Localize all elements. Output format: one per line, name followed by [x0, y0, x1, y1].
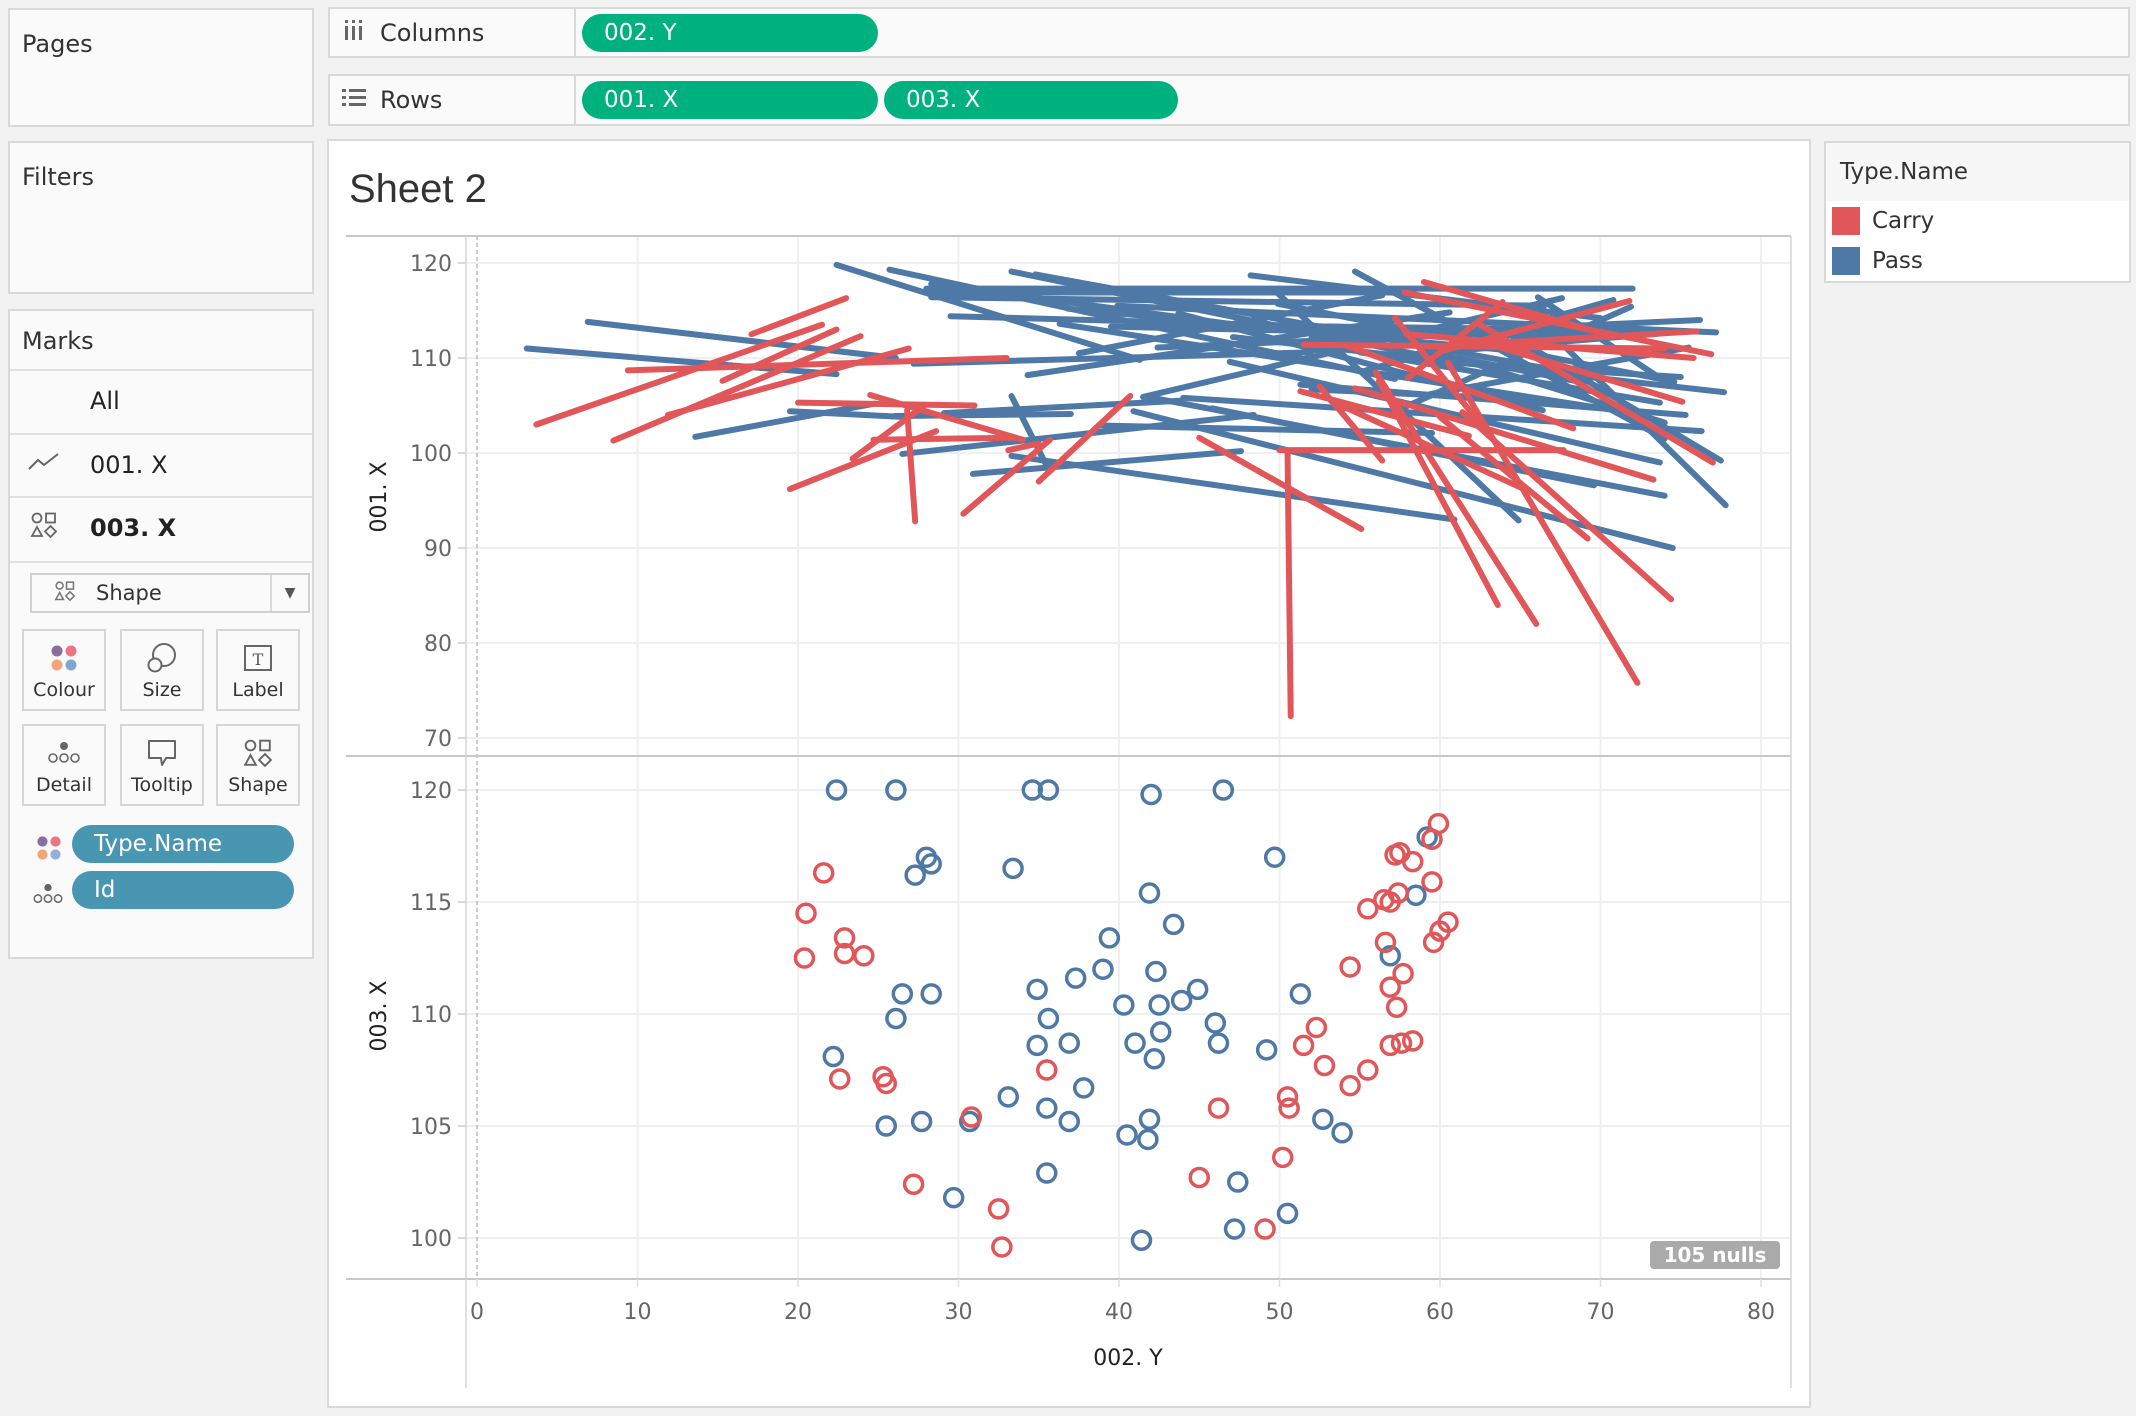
- filters-panel[interactable]: Filters: [8, 141, 314, 294]
- legend-label-pass: Pass: [1872, 248, 1923, 274]
- rows-shelf-label: Rows: [330, 76, 576, 124]
- tooltip-card[interactable]: Tooltip: [120, 724, 204, 806]
- shape-card-label: Shape: [218, 774, 298, 796]
- size-card[interactable]: Size: [120, 629, 204, 711]
- sheet-view: Sheet 2: [327, 139, 1811, 1408]
- mark-type-dropdown[interactable]: Shape ▼: [30, 573, 310, 613]
- tooltip-icon: [122, 736, 202, 770]
- tooltip-card-label: Tooltip: [122, 774, 202, 796]
- mark-type-value: Shape: [96, 581, 162, 605]
- colour-card[interactable]: Colour: [22, 629, 106, 711]
- marks-layer-label: 001. X: [90, 451, 168, 479]
- shape-card[interactable]: Shape: [216, 724, 300, 806]
- text-label-icon: T: [218, 641, 298, 675]
- marks-divider: [10, 561, 312, 563]
- chevron-down-icon[interactable]: ▼: [270, 575, 308, 611]
- marks-layer-label: 003. X: [90, 514, 176, 542]
- colour-icon: [36, 835, 62, 865]
- legend-label-carry: Carry: [1872, 208, 1934, 234]
- marks-title: Marks: [22, 327, 94, 355]
- columns-label: Columns: [380, 19, 484, 47]
- legend-swatch-carry: [1832, 207, 1860, 235]
- columns-icon: [340, 19, 368, 47]
- rows-label: Rows: [380, 86, 442, 114]
- sheet-title: Sheet 2: [349, 167, 487, 212]
- svg-text:T: T: [253, 650, 264, 669]
- size-card-label: Size: [122, 679, 202, 701]
- columns-shelf-label: Columns: [330, 9, 576, 56]
- rows-icon: [340, 86, 368, 114]
- marks-panel: Marks All 001. X 003. X Shape ▼ Colour S…: [8, 309, 314, 959]
- marks-layer-all[interactable]: All: [10, 369, 312, 431]
- legend-panel: Type.Name Carry Pass: [1824, 141, 2131, 283]
- label-card-label: Label: [218, 679, 298, 701]
- legend-title: Type.Name: [1840, 159, 1968, 185]
- columns-pill-002-y[interactable]: 002. Y: [582, 14, 878, 52]
- rows-pill-001-x[interactable]: 001. X: [582, 81, 878, 119]
- rows-shelf[interactable]: Rows 001. X 003. X: [328, 74, 2130, 126]
- line-icon: [24, 452, 64, 478]
- legend-item-pass[interactable]: Pass: [1832, 247, 1923, 275]
- colour-icon: [24, 641, 104, 675]
- label-card[interactable]: T Label: [216, 629, 300, 711]
- marks-layer-label: All: [90, 387, 120, 415]
- pages-panel: Pages: [8, 8, 314, 127]
- field-pill-id[interactable]: Id: [72, 871, 294, 909]
- colour-card-label: Colour: [24, 679, 104, 701]
- field-pill-type-name[interactable]: Type.Name: [72, 825, 294, 863]
- shape-icon: [54, 581, 84, 605]
- shape-icon: [218, 736, 298, 770]
- detail-icon: [24, 736, 104, 770]
- marks-layer-001-x[interactable]: 001. X: [10, 433, 312, 495]
- rows-pill-003-x[interactable]: 003. X: [884, 81, 1178, 119]
- columns-shelf[interactable]: Columns 002. Y: [328, 7, 2130, 58]
- pages-title: Pages: [22, 30, 93, 58]
- detail-card[interactable]: Detail: [22, 724, 106, 806]
- filters-title: Filters: [22, 163, 94, 191]
- size-icon: [122, 641, 202, 675]
- legend-item-carry[interactable]: Carry: [1832, 207, 1934, 235]
- shape-icon: [24, 512, 64, 544]
- detail-icon: [32, 883, 64, 909]
- legend-swatch-pass: [1832, 247, 1860, 275]
- marks-layer-003-x[interactable]: 003. X: [10, 496, 312, 558]
- detail-card-label: Detail: [24, 774, 104, 796]
